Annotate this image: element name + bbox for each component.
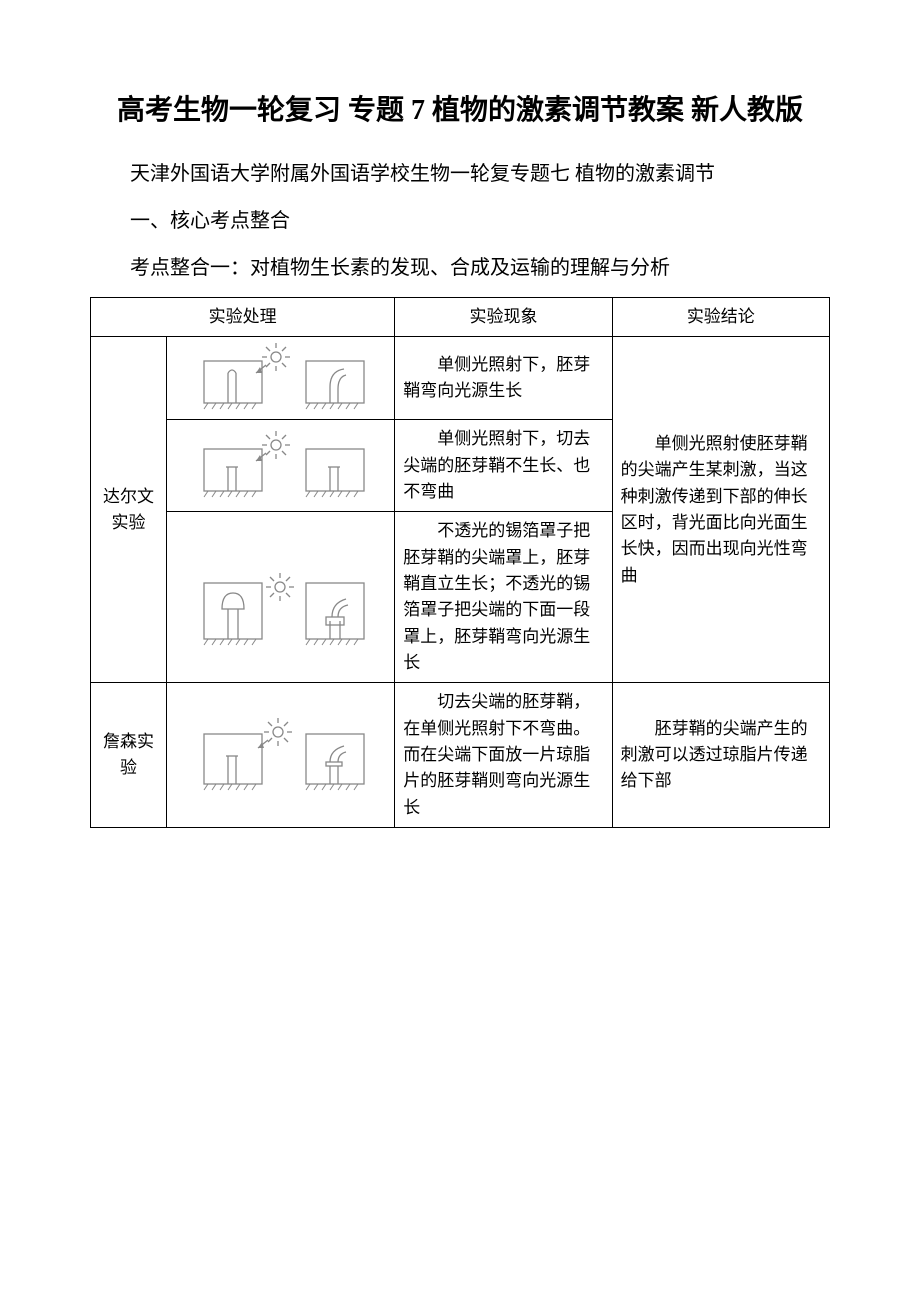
darwin-diagram-2 bbox=[167, 420, 395, 512]
coleoptile-diagram-icon bbox=[186, 537, 376, 657]
jensen-label: 詹森实验 bbox=[91, 683, 167, 828]
header-exp-proc: 实验处理 bbox=[91, 298, 395, 337]
darwin-diagram-3 bbox=[167, 512, 395, 683]
header-concl: 实验结论 bbox=[612, 298, 829, 337]
darwin-diagram-1 bbox=[167, 337, 395, 420]
document-page: 高考生物一轮复习 专题 7 植物的激素调节教案 新人教版 天津外国语大学附属外国… bbox=[0, 0, 920, 888]
table-row: 达尔文实验 bbox=[91, 337, 830, 420]
darwin-label: 达尔文实验 bbox=[91, 337, 167, 683]
jensen-diagram bbox=[167, 683, 395, 828]
coleoptile-diagram-icon bbox=[186, 343, 376, 413]
section-heading: 一、核心考点整合 bbox=[90, 203, 830, 240]
intro-paragraph: 天津外国语大学附属外国语学校生物一轮复专题七 植物的激素调节 bbox=[90, 156, 830, 193]
coleoptile-diagram-icon bbox=[186, 431, 376, 501]
table-header-row: 实验处理 实验现象 实验结论 bbox=[91, 298, 830, 337]
phenom-4: 切去尖端的胚芽鞘，在单侧光照射下不弯曲。而在尖端下面放一片琼脂片的胚芽鞘则弯向光… bbox=[395, 683, 612, 828]
page-title: 高考生物一轮复习 专题 7 植物的激素调节教案 新人教版 bbox=[90, 90, 830, 132]
table-row: 詹森实验 bbox=[91, 683, 830, 828]
darwin-conclusion: 单侧光照射使胚芽鞘的尖端产生某刺激，当这种刺激传递到下部的伸长区时，背光面比向光… bbox=[612, 337, 829, 683]
subsection-heading: 考点整合一：对植物生长素的发现、合成及运输的理解与分析 bbox=[90, 250, 830, 287]
phenom-1: 单侧光照射下，胚芽鞘弯向光源生长 bbox=[395, 337, 612, 420]
coleoptile-diagram-icon bbox=[186, 710, 376, 800]
phenom-3: 不透光的锡箔罩子把胚芽鞘的尖端罩上，胚芽鞘直立生长；不透光的锡箔罩子把尖端的下面… bbox=[395, 512, 612, 683]
phenom-2: 单侧光照射下，切去尖端的胚芽鞘不生长、也不弯曲 bbox=[395, 420, 612, 512]
jensen-conclusion: 胚芽鞘的尖端产生的刺激可以透过琼脂片传递给下部 bbox=[612, 683, 829, 828]
header-phenom: 实验现象 bbox=[395, 298, 612, 337]
experiment-table: 实验处理 实验现象 实验结论 达尔文实验 bbox=[90, 297, 830, 828]
